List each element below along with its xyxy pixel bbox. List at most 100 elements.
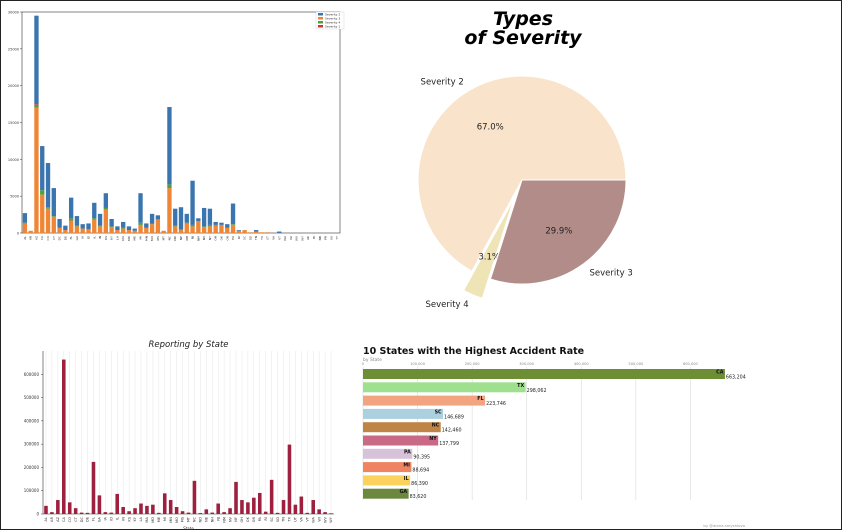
bar-segment-severity-3 <box>178 230 184 233</box>
bar-segment-severity-4 <box>40 190 45 195</box>
bar-segment-severity-2 <box>155 215 161 220</box>
bar-value-label: 146,689 <box>444 414 464 420</box>
bar-state-label: NC <box>432 423 440 429</box>
bar-segment-severity-2 <box>57 219 62 228</box>
state-bar <box>222 512 226 514</box>
x-tick-label: PR <box>324 236 328 240</box>
x-tick-label: WA <box>311 516 315 522</box>
bar-segment-severity-4 <box>155 219 161 220</box>
bar-segment-severity-3 <box>86 229 91 233</box>
bar-segment-severity-2 <box>277 231 282 233</box>
x-tick-label: AZ <box>56 516 60 521</box>
x-tick-label: 200,000 <box>465 362 481 366</box>
bar-segment-severity-3 <box>103 209 109 233</box>
chart4-subtitle: by State <box>363 357 382 363</box>
x-tick-label: OK <box>219 235 223 240</box>
bar-segment-severity-3 <box>57 227 62 233</box>
state-bar <box>56 500 60 514</box>
bar-segment-severity-3 <box>149 224 155 233</box>
bar-value-label: 223,746 <box>486 401 506 407</box>
x-tick-label: 100,000 <box>410 362 426 366</box>
x-tick-label: ND <box>199 517 203 523</box>
state-bar <box>157 512 161 514</box>
state-bar <box>121 507 125 514</box>
state-bar <box>293 504 298 514</box>
bar-segment-severity-3 <box>201 227 207 233</box>
x-tick-label: UT <box>294 516 298 522</box>
bar-segment-severity-2 <box>230 203 236 225</box>
x-tick-label: GA <box>75 235 79 240</box>
top-state-bar <box>363 488 409 499</box>
bar-segment-severity-2 <box>22 213 28 223</box>
x-tick-label: MO <box>150 235 154 241</box>
x-tick-label: PA <box>231 235 235 240</box>
state-bar <box>263 511 268 514</box>
bar-segment-severity-2 <box>121 221 126 228</box>
x-tick-label: ND <box>173 235 177 240</box>
bar-segment-severity-4 <box>22 222 28 224</box>
x-tick-label: WI <box>289 236 293 240</box>
bar-segment-severity-4 <box>51 216 56 217</box>
bar-segment-severity-3 <box>51 216 56 233</box>
bar-segment-severity-2 <box>219 222 224 225</box>
state-bar <box>275 512 280 514</box>
state-bar <box>91 461 96 514</box>
x-tick-label: GA <box>98 516 102 522</box>
bar-segment-severity-3 <box>92 219 97 233</box>
x-tick-label: RI <box>237 236 241 239</box>
x-tick-label: FL <box>69 236 73 240</box>
bar-state-label: SC <box>435 409 442 415</box>
bar-state-label: MI <box>403 463 410 469</box>
x-tick-label: XX <box>329 236 333 240</box>
bar-segment-severity-3 <box>196 221 201 233</box>
bar-value-label: 663,204 <box>726 375 746 381</box>
bar-segment-severity-4 <box>184 222 189 224</box>
bar-segment-severity-3 <box>190 226 195 233</box>
bar-segment-severity-4 <box>97 225 103 227</box>
bar-segment-severity-3 <box>265 232 270 233</box>
bar-segment-severity-3 <box>74 226 80 233</box>
bar-segment-severity-3 <box>213 225 218 233</box>
bar-segment-severity-2 <box>97 213 103 226</box>
bar-segment-severity-4 <box>207 224 213 227</box>
state-bar <box>127 511 131 514</box>
bar-segment-severity-3 <box>45 208 51 233</box>
bar-segment-severity-3 <box>173 226 178 233</box>
pie-pct-label: 3.1% <box>478 252 500 262</box>
bar-segment-severity-3 <box>167 188 172 233</box>
x-tick-label: ME <box>133 236 137 241</box>
x-tick-label: OH <box>214 236 218 241</box>
x-tick-label: 500,000 <box>628 362 644 366</box>
x-tick-label: VT <box>305 516 309 521</box>
bar-value-label: 86,390 <box>411 481 428 487</box>
bar-segment-severity-4 <box>201 226 207 228</box>
bar-segment-severity-4 <box>45 207 51 209</box>
bar-segment-severity-2 <box>86 223 91 230</box>
x-tick-label: 600,000 <box>683 362 699 366</box>
bar-segment-severity-2 <box>92 202 97 219</box>
bar-segment-severity-2 <box>207 208 213 225</box>
legend-swatch <box>318 25 323 28</box>
x-tick-label: NH <box>210 517 214 523</box>
x-tick-label: LA <box>139 516 143 521</box>
bar-segment-severity-3 <box>207 226 213 233</box>
x-tick-label: CO <box>46 235 50 240</box>
bar-segment-severity-4 <box>103 207 109 210</box>
x-tick-label: OH <box>240 517 244 523</box>
x-tick-label: NE <box>179 236 183 240</box>
x-tick-label: NE <box>205 516 209 522</box>
chart4-title: 10 States with the Highest Accident Rate <box>363 346 584 357</box>
bar-segment-severity-2 <box>184 213 189 223</box>
state-bar <box>145 505 149 514</box>
bar-segment-severity-4 <box>109 226 114 228</box>
x-tick-label: TX <box>260 236 264 241</box>
state-bar <box>299 496 304 514</box>
x-tick-label: DE <box>86 516 90 522</box>
x-tick-label: CO <box>68 517 72 523</box>
state-bar <box>97 495 102 514</box>
bar-state-label: CA <box>716 370 724 376</box>
state-bar <box>44 505 48 514</box>
bar-segment-severity-3 <box>219 224 224 233</box>
